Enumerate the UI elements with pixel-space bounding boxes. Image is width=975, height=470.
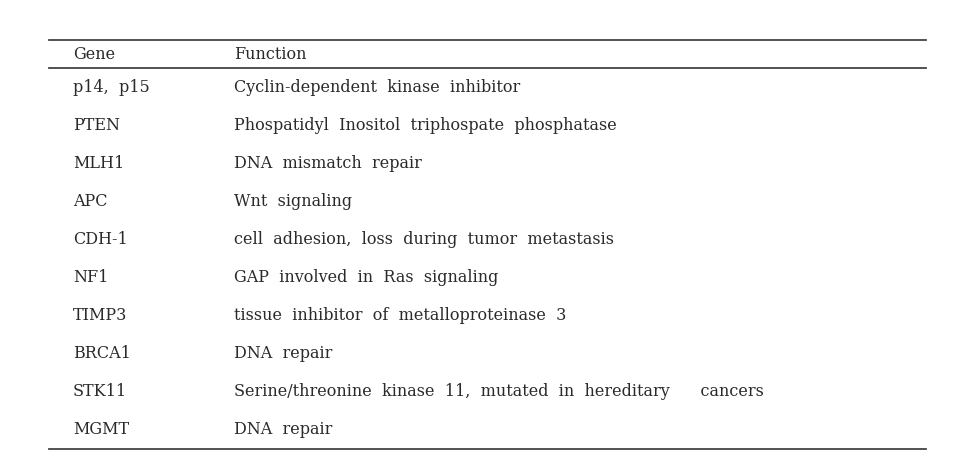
- Text: MLH1: MLH1: [73, 155, 125, 172]
- Text: Function: Function: [234, 46, 306, 63]
- Text: cell  adhesion,  loss  during  tumor  metastasis: cell adhesion, loss during tumor metasta…: [234, 231, 614, 248]
- Text: MGMT: MGMT: [73, 421, 130, 439]
- Text: DNA  repair: DNA repair: [234, 345, 332, 362]
- Text: Gene: Gene: [73, 46, 115, 63]
- Text: DNA  repair: DNA repair: [234, 421, 332, 439]
- Text: Cyclin-dependent  kinase  inhibitor: Cyclin-dependent kinase inhibitor: [234, 78, 521, 96]
- Text: BRCA1: BRCA1: [73, 345, 131, 362]
- Text: GAP  involved  in  Ras  signaling: GAP involved in Ras signaling: [234, 269, 498, 286]
- Text: p14,  p15: p14, p15: [73, 78, 150, 96]
- Text: NF1: NF1: [73, 269, 108, 286]
- Text: PTEN: PTEN: [73, 117, 120, 134]
- Text: CDH-1: CDH-1: [73, 231, 128, 248]
- Text: Phospatidyl  Inositol  triphospate  phosphatase: Phospatidyl Inositol triphospate phospha…: [234, 117, 617, 134]
- Text: tissue  inhibitor  of  metalloproteinase  3: tissue inhibitor of metalloproteinase 3: [234, 307, 566, 324]
- Text: STK11: STK11: [73, 383, 128, 400]
- Text: Wnt  signaling: Wnt signaling: [234, 193, 352, 210]
- Text: APC: APC: [73, 193, 107, 210]
- Text: TIMP3: TIMP3: [73, 307, 128, 324]
- Text: Serine/threonine  kinase  11,  mutated  in  hereditary      cancers: Serine/threonine kinase 11, mutated in h…: [234, 383, 763, 400]
- Text: DNA  mismatch  repair: DNA mismatch repair: [234, 155, 422, 172]
